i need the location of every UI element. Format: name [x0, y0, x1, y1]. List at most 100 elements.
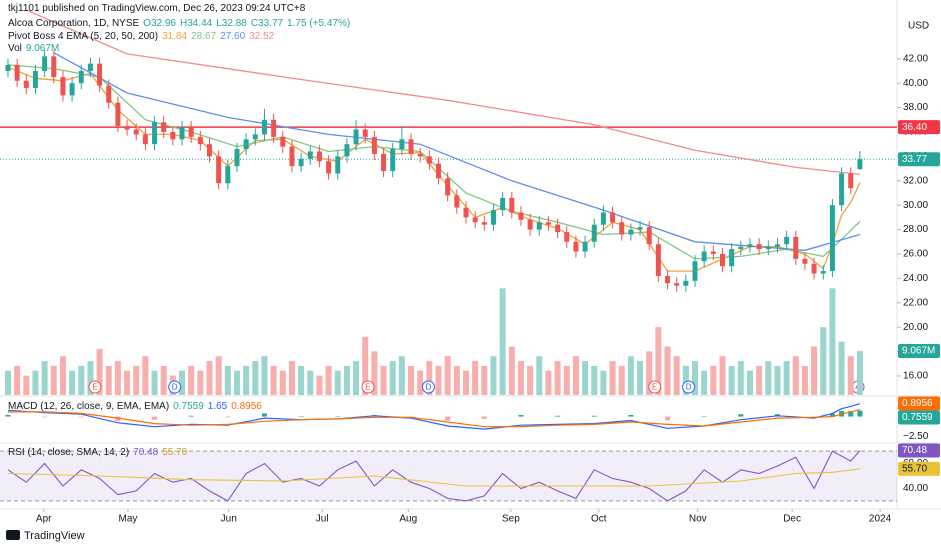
volume-bar — [124, 370, 131, 395]
event-marker — [88, 380, 102, 394]
y-tick-label: 28.00 — [903, 224, 928, 235]
candle-body — [124, 125, 130, 130]
event-marker — [421, 380, 435, 394]
volume-bar — [362, 336, 369, 395]
candle-body — [628, 229, 634, 235]
x-tick-label: Oct — [591, 514, 607, 525]
candle-body — [261, 119, 267, 135]
x-tick-label: Sep — [502, 514, 520, 525]
candle-body — [765, 246, 771, 250]
volume-bar — [792, 356, 799, 395]
price-tag — [898, 396, 940, 411]
volume-bar — [105, 365, 112, 395]
volume-bar — [151, 370, 158, 395]
candle-body — [564, 232, 570, 242]
volume-bar — [664, 346, 671, 395]
candle-body — [298, 158, 304, 167]
volume-bar — [600, 370, 607, 395]
histogram-bar — [5, 415, 11, 417]
candle-body — [436, 163, 442, 179]
volume-bar — [774, 365, 781, 395]
macd-title: MACD (12, 26, close, 9, EMA, EMA) — [8, 401, 170, 412]
volume-bar — [444, 356, 451, 395]
y-tick-label: 32.00 — [903, 175, 928, 186]
event-label: E — [365, 383, 370, 392]
candle-body — [426, 156, 432, 164]
price-tag-label: 70.48 — [902, 445, 927, 456]
price-tag — [898, 344, 940, 359]
candle-body — [646, 227, 652, 245]
candle-body — [197, 136, 203, 145]
price-tag-label: 9.067M — [902, 346, 935, 357]
candle-body — [207, 144, 213, 157]
volume-bar — [719, 356, 726, 395]
volume-bar — [14, 365, 21, 395]
volume-bar — [820, 327, 827, 395]
price-tag-label: 33.77 — [902, 154, 927, 165]
volume-bar — [856, 351, 863, 395]
candle-body — [362, 129, 368, 137]
candle-body — [78, 70, 84, 84]
pane — [0, 450, 897, 502]
volume-bar — [572, 356, 579, 395]
volume-bar — [508, 346, 515, 395]
y-tick-label: 30.00 — [903, 200, 928, 211]
volume-bar — [353, 361, 360, 395]
candle-body — [97, 63, 103, 86]
volume-bar — [233, 370, 240, 395]
rsi-line — [7, 450, 861, 502]
rsi-band — [0, 451, 897, 501]
volume-bar — [838, 341, 845, 395]
candle-body — [536, 222, 542, 230]
x-tick-label: Aug — [399, 514, 417, 525]
volume-bar — [371, 351, 378, 395]
candle-body — [665, 275, 671, 284]
volume-bar — [472, 361, 479, 395]
volume-bar — [179, 370, 186, 395]
event-label: D — [172, 383, 178, 392]
volume-bar — [334, 370, 341, 395]
candle-body — [417, 153, 423, 157]
candle-body — [60, 77, 66, 96]
volume-bar — [417, 370, 424, 395]
x-tick-label: May — [119, 514, 138, 525]
volume-bar — [765, 361, 772, 395]
volume-bar — [554, 361, 561, 395]
histogram-bar — [857, 410, 863, 417]
candle-body — [188, 127, 194, 137]
candle-body — [326, 161, 332, 174]
volume-bar — [224, 365, 231, 395]
volume-bar — [380, 365, 387, 395]
histogram-bar — [555, 415, 561, 417]
histogram-bar — [829, 413, 835, 417]
y-tick-label: 40.00 — [903, 483, 928, 494]
candle-body — [719, 253, 725, 267]
candle-body — [280, 136, 286, 147]
volume-legend: Vol 9.067M — [8, 43, 63, 54]
ohlc-value: C33.77 — [250, 18, 284, 29]
volume-bar — [582, 361, 589, 395]
candle-body — [216, 156, 222, 184]
candle-body — [472, 217, 478, 223]
price-tag-label: 55.70 — [902, 464, 927, 475]
volume-bar — [69, 370, 76, 395]
candle-body — [555, 224, 561, 233]
volume-bar — [746, 370, 753, 395]
volume-bar — [197, 370, 204, 395]
price-tag — [898, 120, 940, 135]
volume-bar — [490, 356, 497, 395]
histogram-bar — [701, 416, 707, 418]
event-marker — [682, 380, 696, 394]
ema-line — [53, 52, 861, 251]
candle-body — [32, 70, 38, 89]
volume-bar — [737, 361, 744, 395]
volume-bar — [59, 356, 66, 395]
candle-body — [500, 197, 506, 211]
event-label: D — [426, 383, 432, 392]
macd-value: 1.65 — [207, 401, 228, 412]
event-marker — [648, 380, 662, 394]
pane — [0, 10, 897, 395]
volume-bar — [252, 361, 259, 395]
y-tick-label: 26.00 — [903, 249, 928, 260]
candle-body — [353, 129, 359, 145]
